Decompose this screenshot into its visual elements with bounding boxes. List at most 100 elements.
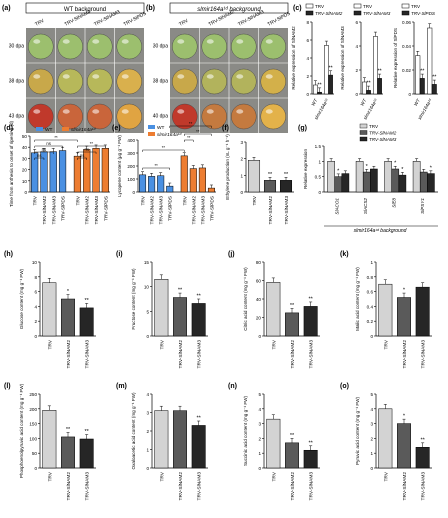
bar [328,74,333,95]
legend-label: TRV-SlNAM3 [363,11,391,16]
y-axis-label: Relative expression of SlNAM2 [291,26,296,90]
x-tick-label: TRV [159,471,165,481]
significance-mark: ** [189,121,193,126]
bar [285,442,299,469]
bar [415,55,421,95]
y-axis-label: Ethylene production (nL g⁻¹ h⁻¹) [225,134,230,200]
significance-mark: ** [309,296,314,302]
x-tick-label: TRV-SlNAM3 [309,340,315,369]
bar [317,91,322,95]
panel-letter: (k) [340,251,349,258]
panel-letter: (c) [293,5,302,12]
banner-label: WT background [64,7,106,13]
y-tick-label: 0 [34,466,37,471]
significance-mark: ** [162,145,166,150]
chart-g: 0 0.5 1 1.5 SlACO1 SlACS2 SlE8 SlPSY1 * * * * * Relat… [303,144,438,215]
bar [157,175,165,193]
significance-mark: ** [197,416,202,422]
fruit-highlight [177,109,185,114]
y-tick-label: 1 [370,451,373,456]
y-tick-label: 200 [127,164,135,169]
x-tick-label: TRV-SlPDS [209,196,215,221]
row-label: 38 dpa [153,79,169,85]
tomato-fruit-image [231,68,257,95]
y-tick-label: 2 [306,74,309,79]
tomato-fruit-image [57,33,83,60]
y-tick-label: 0 [132,190,135,195]
panel-letter: (d) [4,125,13,132]
x-tick-label: TRV-SlNAM3 [159,196,165,225]
x-tick-label: TRV [75,195,81,205]
y-axis-label: Phosphoenolpyruvic acid content (mg g⁻¹ … [19,383,24,478]
fruit-highlight [92,74,100,79]
bar [398,174,407,193]
chart-j: 0 20 40 60 80 TRV TRV-SlNAM2 TRV-SlNAM3 ** ** Citr… [243,260,320,368]
y-tick-label: 0 [240,190,243,195]
significance-mark: ** [421,437,426,443]
bar [362,171,371,193]
y-tick-label: 0.8 [367,275,374,280]
bar [191,303,206,337]
y-tick-label: 1 [146,448,149,453]
panel-footer-label: slmir164a¹ᵈ background [354,228,407,234]
y-tick-label: 250 [29,392,37,397]
fruit-highlight [206,74,214,79]
y-tick-label: 0 [146,334,149,339]
y-tick-label: 4 [370,407,373,412]
x-tick-label: TRV-SlPDS [61,196,67,221]
bar [419,78,425,95]
panel-letter: (a) [2,5,11,12]
significance-mark: ** [377,69,382,75]
y-tick-label: 20 [22,168,28,173]
tomato-fruit-image [87,103,113,130]
x-tick-label: TRV-SlNAM2 [66,472,72,501]
fruit-highlight [92,109,100,114]
panel-letter: (m) [116,383,127,390]
fruit-highlight [265,109,273,114]
fruit-highlight [206,39,214,44]
fruit-highlight [236,74,244,79]
significance-mark: ** [290,433,295,439]
y-tick-label: 0.02 [402,68,411,73]
legend-label: TRV-SlPDS [411,11,436,16]
y-axis-label: Citric acid content (mg g⁻¹ FW) [243,267,248,331]
row-label: 30 dpa [153,44,169,50]
y-tick-label: 4 [258,407,261,412]
significance-mark: ** [317,82,322,88]
y-tick-label: 0 [24,190,27,195]
y-tick-label: 4 [146,392,149,397]
bar [266,418,281,469]
bar [207,187,215,193]
bar [42,410,57,469]
significance-mark: * [401,167,404,173]
x-tick-label: TRV-SlNAM3 [51,196,57,225]
y-tick-label: 2 [258,436,261,441]
bar [378,408,393,469]
bar [327,161,335,193]
bar [285,312,299,337]
x-tick-label: TRV-SlNAM2 [290,340,296,369]
x-tick-label: TRV-SlNAM3 [421,340,427,369]
y-tick-label: 1 [258,451,261,456]
tomato-fruit-image [28,103,54,130]
fruit-highlight [62,39,70,44]
fruit-highlight [177,39,185,44]
legend-label: TRV-SlNAM2 [369,131,397,136]
bar [79,438,94,469]
y-tick-label: 6 [306,38,309,43]
y-tick-label: 2 [355,68,358,73]
x-tick-label: SlPSY1 [420,198,425,214]
chart-f: 0 1 2 3 TRV TRV-SlNAM2 TRV-SlNAM3 ** ** Ethylene … [225,134,294,224]
significance-mark: ns [84,147,89,152]
tomato-fruit-image [172,103,198,130]
fruit-highlight [265,39,273,44]
x-tick-label: TRV-SlPDS [103,196,109,221]
x-tick-label: TRV-SlNAM2 [150,196,156,225]
chart-m: 0 1 2 3 4 TRV TRV-SlNAM2 TRV-SlNAM3 ** Oxaloaceti… [131,392,208,500]
y-axis-label: Oxaloacetic acid content (mg g⁻¹ FW) [131,392,136,469]
x-tick-label: TRV-SlNAM2 [85,196,91,225]
legend-swatch [148,125,155,129]
legend-swatch [359,136,368,142]
y-axis-label: Malic acid content (mg g⁻¹ FW) [355,267,360,331]
bar [397,297,411,337]
